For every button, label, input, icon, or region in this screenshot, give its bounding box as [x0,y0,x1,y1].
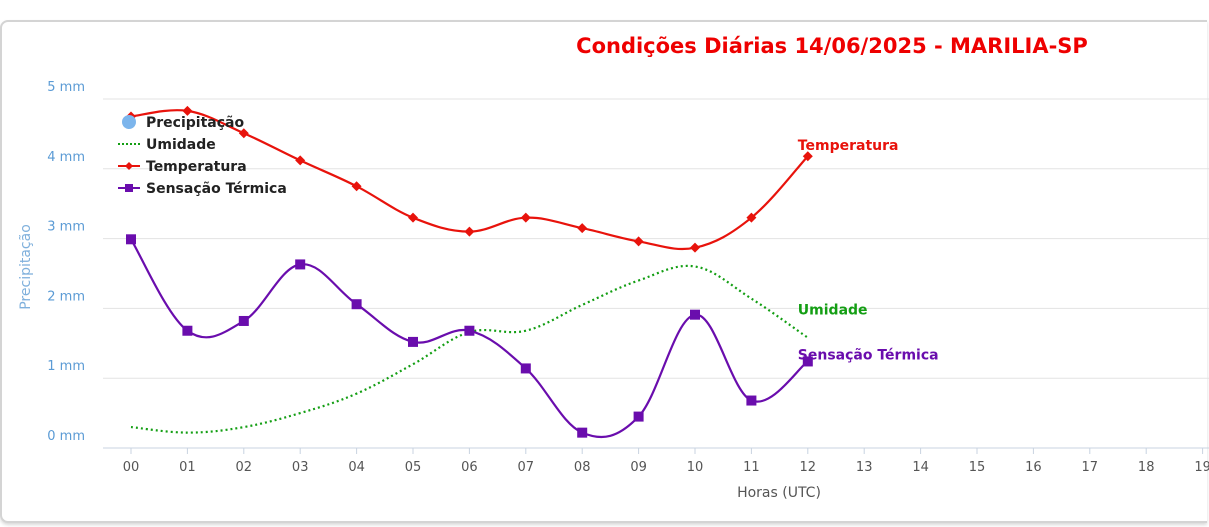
y-axis-title: Precipitação [18,224,34,310]
legend-symbol-precipitacao [122,115,136,129]
sensacao-termica-point [464,325,475,336]
y-tick-label: 4 mm [47,150,85,165]
temperatura-point [238,128,249,139]
series-label-temperatura: Temperatura [798,138,899,154]
x-tick-label: 09 [630,460,647,475]
temperatura-point [690,242,700,253]
legend-item-temperatura: Temperatura [146,159,247,175]
x-axis-title: Horas (UTC) [737,485,821,501]
grid [103,98,1209,449]
sensacao-termica-point [408,336,418,347]
sensacao-termica-point [577,427,588,438]
sensacao-termica-point [690,309,700,320]
x-tick-label: 18 [1138,460,1155,475]
x-tick-label: 08 [574,460,591,475]
x-tick-label: 19 [1194,460,1209,475]
x-tick-label: 10 [687,460,704,475]
x-tick-label: 03 [292,460,309,475]
temperatura-point [182,105,193,116]
series-layer [126,105,813,439]
y-axis: 0 mm 1 mm 2 mm 3 mm 4 mm 5 mm [47,80,85,444]
y-tick-label: 3 mm [47,220,85,235]
x-tick-label: 13 [856,460,873,475]
temperatura-point [464,226,475,237]
x-tick-label: 16 [1025,460,1042,475]
x-tick-label: 05 [405,460,422,475]
legend[interactable]: Precipitação Umidade Temperatura Sensação T… [118,115,287,197]
sensacao-termica-point [182,325,193,336]
legend-symbol-sensacao-termica [125,184,133,192]
legend-item-umidade: Umidade [146,137,216,153]
chart-container [0,20,1207,523]
temperatura-point [802,151,813,162]
temperatura-point [408,212,418,223]
series-labels: Umidade Temperatura Sensação Térmica [798,138,939,363]
legend-item-sensacao-termica: Sensação Térmica [146,181,287,197]
temperatura-point [520,212,531,223]
x-tick-label: 06 [461,460,478,475]
temperatura-point [633,236,644,247]
y-tick-label: 1 mm [47,359,85,374]
temperatura-point [351,181,362,192]
legend-item-precipitacao: Precipitação [146,115,244,131]
x-tick-label: 01 [179,460,196,475]
legend-symbol-temperatura [125,162,133,170]
sensacao-termica-point [746,395,757,406]
x-tick-label: 04 [348,460,365,475]
sensacao-termica-point [295,259,306,270]
temperatura-point [746,212,757,223]
temperatura-point [295,155,306,166]
x-tick-label: 07 [518,460,535,475]
series-label-umidade: Umidade [798,303,868,319]
umidade-line [130,264,809,434]
chart-title: Condições Diárias 14/06/2025 - MARILIA-S… [576,34,1088,58]
sensacao-termica-point [520,363,531,374]
x-tick-label: 12 [800,460,817,475]
sensacao-termica-point [802,356,813,367]
sensacao-termica-point [351,299,362,310]
y-tick-label: 0 mm [47,429,85,444]
y-tick-label: 5 mm [47,80,85,95]
x-tick-label: 15 [969,460,986,475]
x-tick-label: 02 [236,460,253,475]
sensacao-termica-point [238,315,249,326]
x-axis: 00 01 02 03 04 05 06 07 08 09 10 11 12 13 14 15 16 17 18 19 [123,448,1209,475]
temperatura-point [577,223,588,234]
sensacao-termica-point [633,411,644,422]
series-label-sensacao-termica: Sensação Térmica [798,347,939,363]
x-tick-label: 17 [1082,460,1099,475]
x-tick-label: 00 [123,460,140,475]
x-tick-label: 11 [743,460,760,475]
y-tick-label: 2 mm [47,289,85,304]
x-tick-label: 14 [912,460,929,475]
sensacao-termica-point [126,234,136,245]
